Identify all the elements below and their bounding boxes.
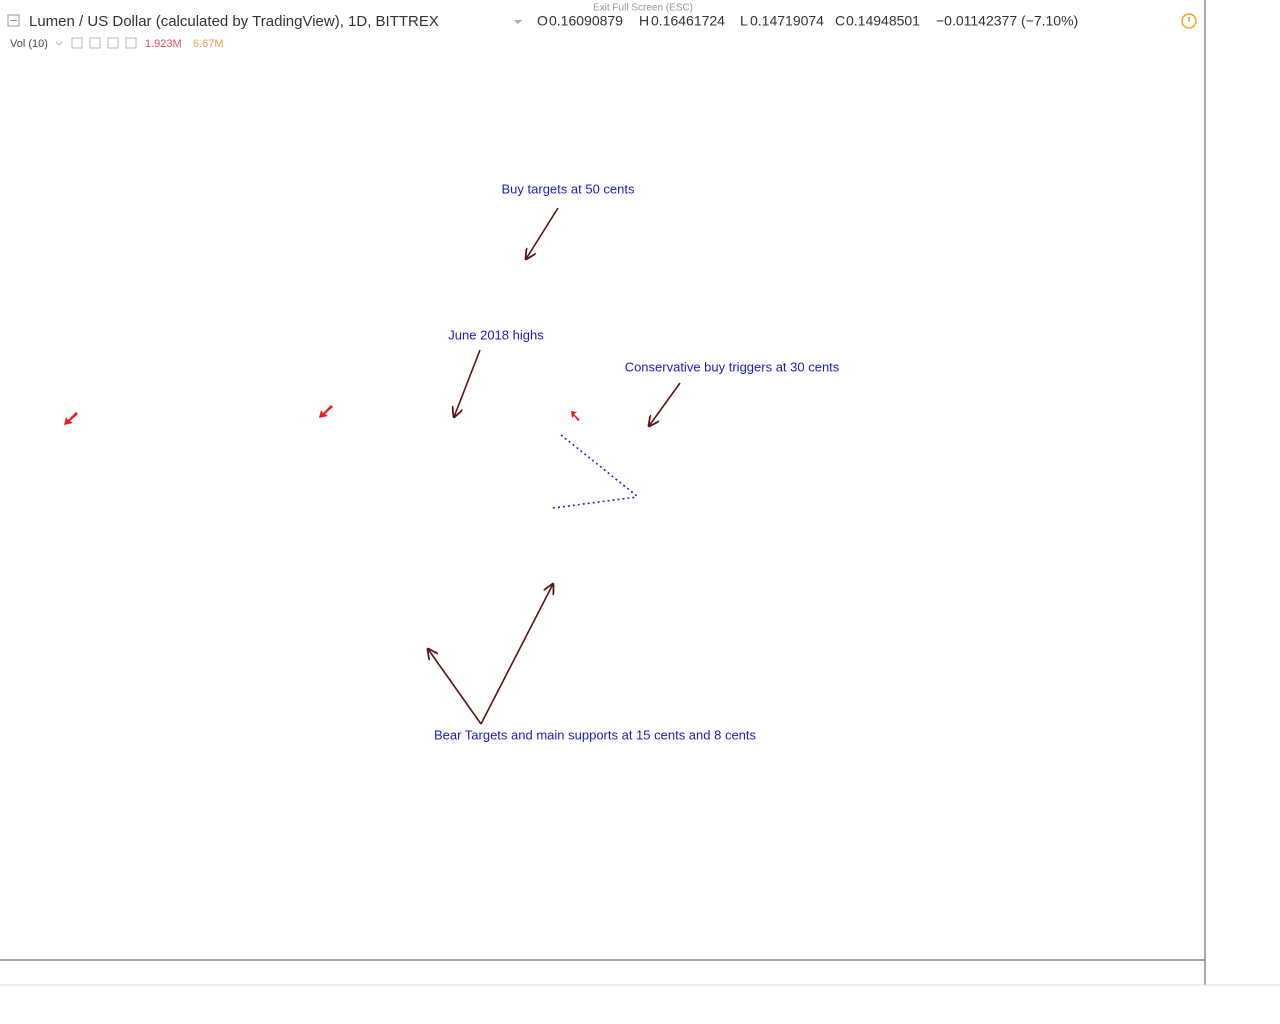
annotation: Conservative buy triggers at 30 cents xyxy=(625,359,840,374)
red-arrows xyxy=(64,405,580,425)
icon[interactable] xyxy=(89,37,101,49)
dropdown-icon[interactable] xyxy=(514,20,522,24)
trend-line xyxy=(560,434,638,497)
volume-icons xyxy=(55,37,137,49)
ohlc-value: 0.14948501 xyxy=(846,13,920,29)
volume-value: 1.923M xyxy=(145,38,182,50)
annotation: Bear Targets and main supports at 15 cen… xyxy=(434,727,757,742)
collapse-icon[interactable] xyxy=(7,14,20,27)
ohlc-label: H xyxy=(639,13,649,29)
icon[interactable] xyxy=(55,41,63,46)
ohlc-label: L xyxy=(740,13,748,29)
ohlc-label: O xyxy=(537,13,548,29)
alert-icon[interactable] xyxy=(1181,13,1197,29)
ohlc-value: 0.14719074 xyxy=(750,13,824,29)
chart-title: Lumen / US Dollar (calculated by Trading… xyxy=(29,13,439,30)
red-arrow xyxy=(571,411,580,421)
exit-fullscreen[interactable]: Exit Full Screen (ESC) xyxy=(593,3,693,14)
arrow xyxy=(480,584,553,725)
ohlc-value: 0.16461724 xyxy=(651,13,725,29)
red-arrow xyxy=(64,412,78,425)
exit-fullscreen-bg xyxy=(585,0,701,15)
annotation: June 2018 highs xyxy=(448,327,544,342)
drawings xyxy=(428,207,681,725)
icon[interactable] xyxy=(71,37,83,49)
triangle-drawing xyxy=(552,434,638,509)
trend-line xyxy=(552,496,638,509)
annotation: Buy targets at 50 cents xyxy=(502,181,635,196)
icon[interactable] xyxy=(107,37,119,49)
ohlc-value: 0.16090879 xyxy=(549,13,623,29)
arrow xyxy=(428,649,482,725)
arrow xyxy=(649,382,681,426)
volume-title: Vol (10) xyxy=(10,38,48,50)
ohlc-label: C xyxy=(835,13,845,29)
red-arrow xyxy=(319,405,333,418)
volume-ma-value: 6.67M xyxy=(193,38,224,50)
change: −0.01142377 (−7.10%) xyxy=(936,13,1078,29)
arrow xyxy=(526,207,559,259)
arrow xyxy=(454,349,481,417)
icon[interactable] xyxy=(125,37,137,49)
